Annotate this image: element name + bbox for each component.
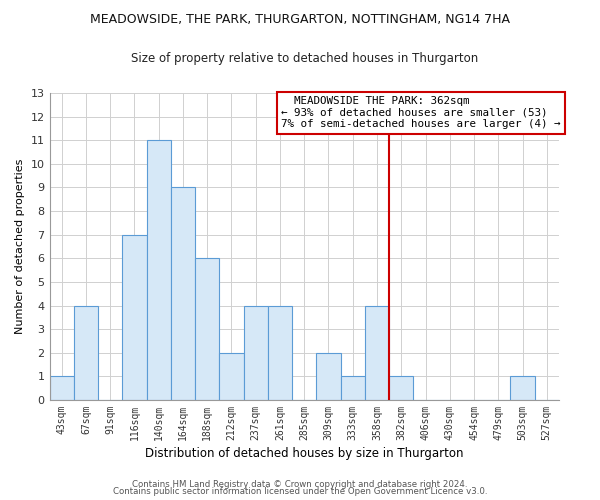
Bar (195, 258, 220, 400)
X-axis label: Distribution of detached houses by size in Thurgarton: Distribution of detached houses by size … (145, 447, 463, 460)
Bar (122, 234, 146, 400)
Bar (74, 306, 98, 400)
Bar (365, 306, 389, 400)
Bar (511, 376, 535, 400)
Text: MEADOWSIDE THE PARK: 362sqm  
← 93% of detached houses are smaller (53)
7% of se: MEADOWSIDE THE PARK: 362sqm ← 93% of det… (281, 96, 561, 130)
Bar (146, 140, 171, 400)
Bar (244, 306, 268, 400)
Bar (50, 376, 74, 400)
Text: MEADOWSIDE, THE PARK, THURGARTON, NOTTINGHAM, NG14 7HA: MEADOWSIDE, THE PARK, THURGARTON, NOTTIN… (90, 12, 510, 26)
Bar (341, 376, 365, 400)
Bar (268, 306, 292, 400)
Text: Contains public sector information licensed under the Open Government Licence v3: Contains public sector information licen… (113, 487, 487, 496)
Bar (220, 352, 244, 400)
Bar (316, 352, 341, 400)
Bar (171, 188, 195, 400)
Title: Size of property relative to detached houses in Thurgarton: Size of property relative to detached ho… (131, 52, 478, 66)
Y-axis label: Number of detached properties: Number of detached properties (15, 159, 25, 334)
Bar (389, 376, 413, 400)
Text: Contains HM Land Registry data © Crown copyright and database right 2024.: Contains HM Land Registry data © Crown c… (132, 480, 468, 489)
